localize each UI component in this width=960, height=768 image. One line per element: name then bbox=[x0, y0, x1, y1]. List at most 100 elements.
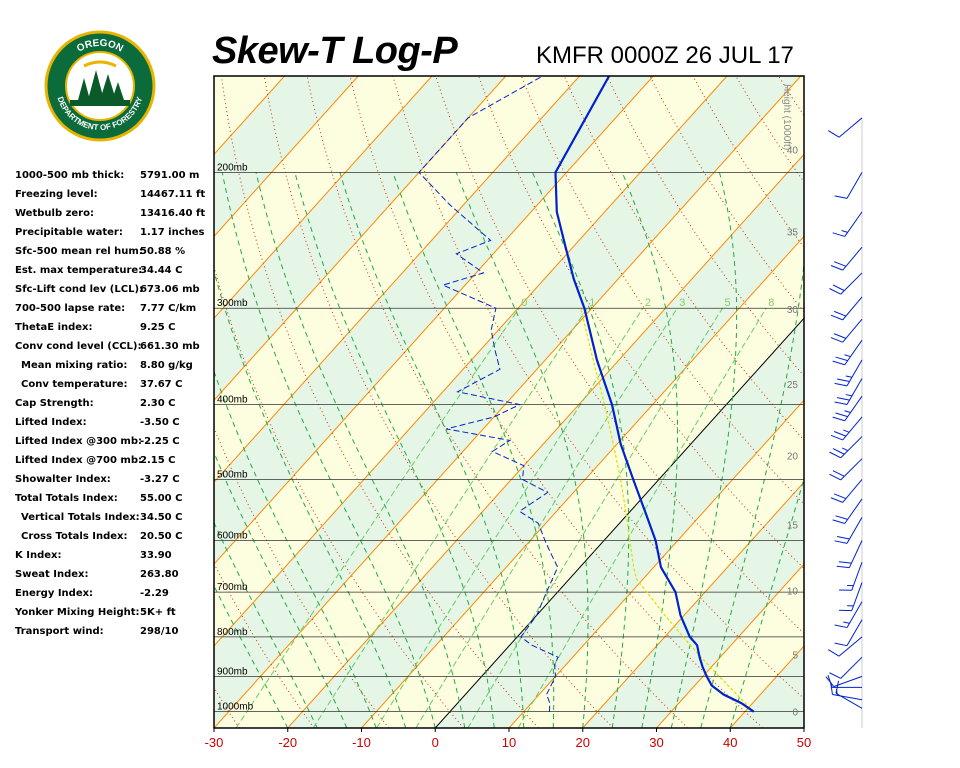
wind-barb-flag bbox=[833, 333, 847, 339]
index-value: -2.29 bbox=[140, 588, 169, 599]
wind-barb-flag bbox=[833, 493, 847, 500]
wind-barb-half bbox=[843, 429, 850, 433]
index-row: Mean mixing ratio: 8.80 g/kg bbox=[15, 360, 215, 379]
moist-adiabat bbox=[455, 172, 589, 728]
wind-barb-flag bbox=[835, 515, 848, 520]
wind-barb bbox=[834, 517, 863, 544]
index-value: 34.44 C bbox=[140, 265, 183, 276]
wind-barb-flag bbox=[829, 288, 842, 295]
dry-adiabat bbox=[907, 76, 960, 728]
index-value: 55.00 C bbox=[140, 493, 183, 504]
pressure-label: 600mb bbox=[217, 530, 248, 541]
wind-barb bbox=[827, 636, 863, 657]
pressure-label: 400mb bbox=[217, 395, 248, 406]
mixing-ratio-line bbox=[517, 307, 767, 728]
mixing-ratio-line bbox=[415, 307, 678, 728]
wind-barb-half bbox=[841, 447, 849, 452]
parcel-trace bbox=[580, 308, 755, 713]
wind-barb-flag bbox=[832, 448, 845, 455]
index-label: Cross Totals Index: bbox=[21, 531, 128, 542]
index-value: 263.80 bbox=[140, 569, 179, 580]
mixing-ratio-line bbox=[235, 307, 520, 728]
wind-barb-flag bbox=[832, 416, 845, 422]
height-tick-label: 25 bbox=[787, 380, 799, 391]
wind-barb-flag bbox=[830, 497, 843, 503]
mixing-ratio-line bbox=[312, 307, 588, 728]
index-label: Vertical Totals Index: bbox=[21, 512, 140, 523]
index-row: Lifted Index @300 mb: -2.25 C bbox=[15, 436, 215, 455]
height-tick-label: 30 bbox=[787, 305, 799, 316]
moist-adiabat bbox=[621, 172, 678, 728]
isotherm bbox=[0, 76, 137, 728]
pressure-label: 700mb bbox=[217, 582, 248, 593]
wind-barb-flag bbox=[834, 642, 848, 647]
height-tick-label: 5 bbox=[792, 650, 798, 661]
wind-barb bbox=[834, 378, 863, 405]
wind-barb-flag bbox=[832, 519, 845, 524]
wind-barb bbox=[834, 601, 863, 629]
pressure-label: 200mb bbox=[217, 162, 248, 173]
index-value: 673.06 mb bbox=[140, 284, 200, 295]
index-value: 298/10 bbox=[140, 626, 179, 637]
wind-barb bbox=[832, 498, 863, 524]
index-row: Vertical Totals Index: 34.50 C bbox=[15, 512, 215, 531]
index-value: 34.50 C bbox=[140, 512, 183, 523]
dry-adiabat bbox=[864, 76, 960, 728]
index-value: 33.90 bbox=[140, 550, 172, 561]
wind-barb bbox=[836, 540, 863, 569]
index-row: Showalter Index: -3.27 C bbox=[15, 474, 215, 493]
wind-barb bbox=[830, 318, 863, 343]
wind-barb bbox=[839, 561, 863, 591]
isotherm bbox=[214, 76, 433, 320]
wind-barb-shaft bbox=[838, 636, 863, 657]
height-axis-label: Height (1000ft) bbox=[781, 84, 792, 150]
moist-adiabat bbox=[294, 172, 495, 728]
wind-barb bbox=[827, 117, 863, 138]
wind-barb bbox=[832, 395, 863, 422]
dry-adiabat bbox=[214, 686, 240, 728]
index-label: Showalter Index: bbox=[15, 474, 111, 485]
wind-barb-flag bbox=[834, 382, 848, 387]
temperature-profile bbox=[554, 76, 755, 713]
index-row: Lifted Index @700 mb: 2.15 C bbox=[15, 455, 215, 474]
index-row: 700-500 lapse rate: 7.77 C/km bbox=[15, 303, 215, 322]
wind-barb-flag bbox=[837, 378, 850, 383]
pressure-label: 500mb bbox=[217, 469, 248, 480]
wind-barb-flag bbox=[827, 130, 840, 138]
wind-barb bbox=[829, 436, 863, 459]
svg-text:OREGON: OREGON bbox=[75, 38, 125, 55]
wind-barb bbox=[832, 211, 863, 237]
index-label: Est. max temperature: bbox=[15, 265, 143, 276]
wind-barb bbox=[832, 339, 863, 366]
wind-barb-half bbox=[841, 230, 848, 233]
wind-barb bbox=[829, 272, 863, 295]
index-row: Yonker Mixing Height: 5K+ ft bbox=[15, 607, 215, 626]
wind-barb-shaft bbox=[838, 117, 863, 138]
mixing-ratio-line bbox=[467, 307, 723, 728]
isotherm-band bbox=[0, 76, 211, 728]
wind-barb-flag bbox=[836, 565, 850, 569]
wind-barb-flag bbox=[825, 676, 835, 687]
wind-barb-half bbox=[835, 689, 838, 696]
pressure-label: 1000mb bbox=[217, 702, 254, 713]
wind-barb-flag bbox=[832, 470, 845, 477]
index-value: 37.67 C bbox=[140, 379, 183, 390]
isotherm bbox=[214, 76, 359, 238]
wind-barb-flag bbox=[829, 672, 842, 679]
dewpoint-profile bbox=[418, 76, 559, 712]
index-value: -3.50 C bbox=[140, 417, 180, 428]
x-tick-label: -10 bbox=[352, 735, 371, 750]
index-label: Mean mixing ratio: bbox=[21, 360, 128, 371]
mixing-ratio-label: 5 bbox=[725, 297, 731, 309]
moist-adiabat bbox=[670, 172, 738, 728]
wind-barb bbox=[835, 680, 863, 709]
index-label: Transport wind: bbox=[15, 626, 104, 637]
wind-barb-shaft bbox=[840, 272, 863, 295]
index-value: 14467.11 ft bbox=[140, 189, 206, 200]
wind-barb bbox=[829, 458, 863, 481]
pressure-label: 900mb bbox=[217, 666, 248, 677]
index-row: Sfc-500 mean rel hum: 50.88 % bbox=[15, 246, 215, 265]
wind-barb-shaft bbox=[846, 619, 863, 646]
moist-adiabat bbox=[392, 172, 555, 728]
index-label: Freezing level: bbox=[15, 189, 98, 200]
